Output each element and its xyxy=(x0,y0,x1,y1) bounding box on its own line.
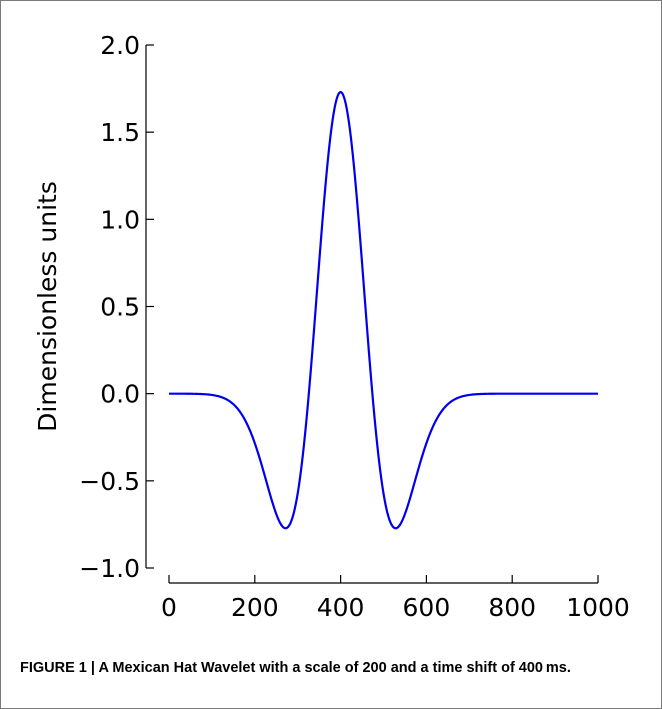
figure-caption: FIGURE 1 | A Mexican Hat Wavelet with a … xyxy=(20,658,645,679)
y-axis: −1.0 −0.5 0.0 0.5 1.0 1.5 2.0 xyxy=(79,31,154,583)
y-axis-label: Dimensionless units xyxy=(33,181,62,432)
x-axis: 0 200 400 600 800 1000 xyxy=(161,575,630,622)
caption-text: A Mexican Hat Wavelet with a scale of 20… xyxy=(98,660,571,676)
x-tick-label: 800 xyxy=(488,593,536,622)
x-tick-label: 400 xyxy=(317,593,365,622)
series-line-mexican-hat xyxy=(169,90,598,530)
x-tick-label: 600 xyxy=(403,593,451,622)
x-tick-label: 200 xyxy=(231,593,279,622)
caption-label: FIGURE 1 | xyxy=(20,660,99,676)
y-tick-label: −1.0 xyxy=(79,554,140,583)
x-tick-label: 0 xyxy=(161,593,177,622)
y-tick-label: 0.5 xyxy=(100,293,140,322)
y-tick-label: 0.0 xyxy=(100,380,140,409)
y-tick-label: 1.5 xyxy=(100,118,140,147)
x-tick-label: 1000 xyxy=(566,593,630,622)
y-tick-label: −0.5 xyxy=(79,467,140,496)
chart: −1.0 −0.5 0.0 0.5 1.0 1.5 2.0 0 200 400 600 800 100… xyxy=(33,31,630,622)
y-tick-label: 2.0 xyxy=(100,31,140,60)
y-tick-label: 1.0 xyxy=(100,205,140,234)
